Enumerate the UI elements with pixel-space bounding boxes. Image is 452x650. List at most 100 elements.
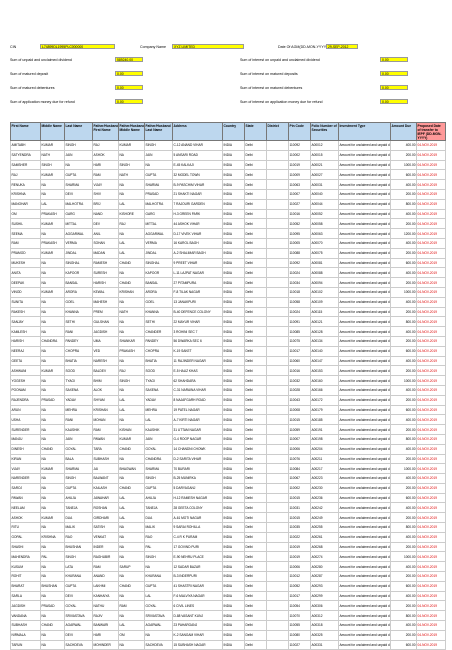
table-cell: JAIN <box>64 149 93 161</box>
table-cell: 600.00 <box>390 169 417 181</box>
table-cell: GUPTA <box>144 169 173 181</box>
table-row: NEELAM NA TANEJA ROSHAN LAL TANEJA 28 GEETA CO… <box>10 502 446 514</box>
summary-field[interactable]: 0.00 <box>115 71 143 76</box>
table-cell: D-88 VASANT KUNJ <box>172 610 223 622</box>
table-cell: A00012 <box>310 140 339 151</box>
summary-field[interactable]: 0.00 <box>115 99 143 104</box>
table-cell: PANDEY <box>64 335 93 347</box>
table-cell: Amount for unclaimed and unpaid dividend <box>338 531 391 543</box>
table-cell: NA <box>40 257 65 269</box>
table-cell: 9 SARAI ROHILLA <box>172 522 223 533</box>
table-cell: INDIA <box>222 247 245 259</box>
agm-field[interactable]: 29-SEP-2012 <box>326 44 358 49</box>
table-cell: Delhi <box>244 522 267 533</box>
table-cell: CHAND <box>40 620 65 631</box>
summary-field[interactable]: 589240.00 <box>115 57 143 62</box>
table-cell: 04-NOV-2019 <box>416 639 446 650</box>
table-cell: GOEL <box>144 296 173 308</box>
table-cell <box>266 620 289 631</box>
table-cell: 04-NOV-2019 <box>416 188 446 200</box>
table-cell: Amount for unclaimed and unpaid dividend <box>338 247 391 259</box>
summary-field[interactable]: 0.00 <box>115 85 143 90</box>
table-cell: Amount for unclaimed and unpaid dividend <box>338 512 391 524</box>
table-cell: A00261 <box>310 531 339 543</box>
table-cell: INDIA <box>222 502 245 514</box>
table-cell: JINDAL <box>64 247 93 259</box>
table-cell: 31 UTTAM NAGAR <box>172 424 223 435</box>
table-cell: GEETA <box>10 355 41 367</box>
table-cell: MAHESH <box>92 296 119 308</box>
summary-field[interactable]: 0.00 <box>380 71 408 76</box>
table-cell: KAMLESH <box>10 326 41 337</box>
table-cell: 44 ASHOK VIHAR <box>172 218 223 230</box>
table-cell: MITTAL <box>64 218 93 230</box>
table-cell: NAND <box>92 208 119 220</box>
table-cell: D-17 VIVEK VIHAR <box>172 228 223 239</box>
table-cell: 04-NOV-2019 <box>416 237 446 249</box>
column-header: Folio Number of Securities <box>310 122 339 141</box>
table-cell: INDIA <box>222 149 245 161</box>
table-cell: NA <box>40 179 65 190</box>
table-cell: Amount for unclaimed and unpaid dividend <box>338 610 391 622</box>
column-header: Last Name <box>64 122 93 141</box>
table-cell: TARUN <box>10 639 41 650</box>
table-cell: 110034 <box>288 277 311 288</box>
table-cell: MOHINDER <box>92 639 119 650</box>
table-cell: PANDEY <box>144 335 173 347</box>
table-cell: INDIA <box>222 306 245 318</box>
table-cell: GOPAL <box>10 531 41 543</box>
table-cell: KAPOOR <box>64 267 93 279</box>
table-cell: 800.00 <box>390 522 417 533</box>
table-row: GEETA NA BHATIA NARESH NA BHATIA 11 RAJINDER N… <box>10 355 446 367</box>
table-cell: NEERAJ <box>10 345 41 357</box>
company-field[interactable]: XYZ LIMITED <box>172 44 244 49</box>
summary-field[interactable]: 0.00 <box>380 57 408 62</box>
table-cell: 800.00 <box>390 433 417 445</box>
table-cell: NA <box>118 610 145 622</box>
table-cell: SURENDER <box>10 424 41 435</box>
summary-field[interactable]: 0.00 <box>380 85 408 90</box>
table-cell: NA <box>118 179 145 190</box>
table-cell: 04-NOV-2019 <box>416 404 446 416</box>
table-row: KIRAN NA BALA SUBHASH NA CHANDRA D-2 SARITA VI… <box>10 453 446 465</box>
table-cell <box>266 610 289 622</box>
cin-field[interactable]: L74899DL1995PLC000000 <box>40 44 115 49</box>
table-row: MANJU NA JAIN PAWAN KUMAR JAIN G-4 ROOP NAGAR I… <box>10 433 446 445</box>
table-cell: 200.00 <box>390 629 417 641</box>
table-cell: Delhi <box>244 561 267 573</box>
summary-label: Sum of matured deposit <box>10 72 49 76</box>
table-cell: A00031 <box>310 179 339 190</box>
table-cell: Amount for unclaimed and unpaid dividend <box>338 561 391 573</box>
table-cell: A00088 <box>310 267 339 279</box>
table-cell: VANDANA <box>10 610 41 622</box>
table-cell: Delhi <box>244 237 267 249</box>
table-cell: NARESH <box>92 355 119 367</box>
table-cell: RAO <box>64 531 93 543</box>
table-cell: SINGH <box>118 159 145 171</box>
table-cell: 200.00 <box>390 600 417 612</box>
table-cell: YADAV <box>144 394 173 406</box>
table-cell: SOHAN <box>92 237 119 249</box>
summary-field[interactable]: 0.00 <box>380 99 408 104</box>
table-cell: 800.00 <box>390 198 417 210</box>
table-cell: Amount for unclaimed and unpaid dividend <box>338 443 391 455</box>
table-cell: CHANDRA <box>144 453 173 465</box>
table-cell: KUMAR <box>118 433 145 445</box>
table-cell: K-19 SAKET <box>172 345 223 357</box>
table-cell <box>266 541 289 553</box>
table-cell: Amount for unclaimed and unpaid dividend <box>338 277 391 288</box>
agm-label: Date Of AGM(DD-MON-YYYY) <box>278 45 328 49</box>
table-cell: NA <box>118 355 145 367</box>
table-row: YOGESH NA TYAGI BHIM SINGH TYAGI 62 SHAHDARA IN… <box>10 375 446 386</box>
table-cell: 200.00 <box>390 306 417 318</box>
table-cell: TANEJA <box>144 502 173 514</box>
table-cell: INDIA <box>222 335 245 347</box>
table-cell: DUA <box>64 512 93 524</box>
table-cell: 110008 <box>288 404 311 416</box>
table-cell: AHUJA <box>64 492 93 504</box>
table-cell: 200.00 <box>390 365 417 377</box>
table-cell: 41 SHASTRI NAGAR <box>172 580 223 592</box>
table-cell: ANIL <box>92 228 119 239</box>
table-cell: KUMAR <box>40 365 65 377</box>
table-cell: 400.00 <box>390 620 417 631</box>
